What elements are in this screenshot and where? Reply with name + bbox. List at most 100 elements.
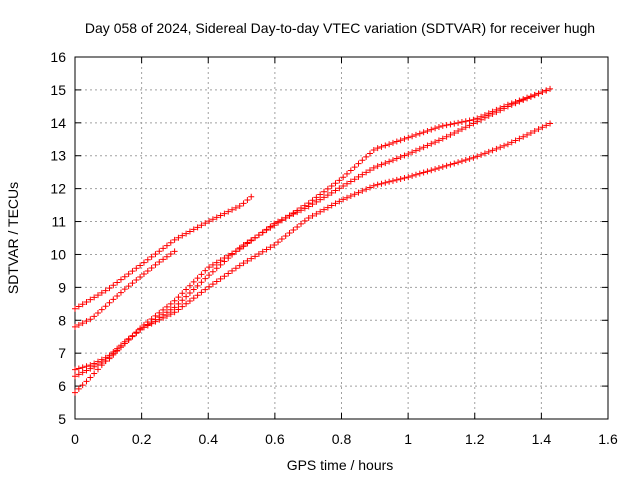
y-tick-label: 12 [50,181,66,197]
data-point [405,174,412,181]
data-point [129,280,136,287]
series-4 [72,85,554,380]
data-point [121,286,128,293]
data-point [343,194,350,201]
data-point [183,286,190,293]
data-point [114,279,121,286]
data-point [137,274,144,281]
data-point [252,253,259,260]
data-point [225,208,232,215]
data-point [455,128,462,135]
data-point [267,223,274,230]
data-point [324,204,331,211]
y-tick-label: 10 [50,246,66,262]
data-point [374,145,381,152]
data-point [359,157,366,164]
data-point [117,343,124,350]
data-point [363,153,370,160]
data-point [98,289,105,296]
data-point [225,252,232,259]
data-point [317,191,324,198]
data-point [194,224,201,231]
data-point [474,153,481,160]
data-point [163,312,170,319]
data-point [102,358,109,365]
data-point [347,167,354,174]
data-point [328,202,335,209]
data-point [102,287,109,294]
data-point [321,194,328,201]
data-point [435,137,442,144]
data-point [520,133,527,140]
data-point [397,154,404,161]
data-point [424,142,431,149]
data-point [527,129,534,136]
y-tick-label: 9 [58,279,66,295]
data-point [144,256,151,263]
data-point [389,139,396,146]
data-point [343,180,350,187]
data-point [378,180,385,187]
data-point [152,251,159,258]
data-point [79,364,86,371]
data-point [401,152,408,159]
data-point [504,103,511,110]
data-point [439,135,446,142]
data-point [409,172,416,179]
data-point [72,389,78,396]
data-point [133,330,140,337]
data-point [110,282,117,289]
data-point [83,378,90,385]
data-point [179,290,186,297]
data-point [110,296,117,303]
x-tick-label: 0.8 [332,431,352,447]
x-tick-label: 0.6 [265,431,285,447]
data-point [190,295,197,302]
data-point [114,347,121,354]
data-point [114,292,121,299]
data-point [263,246,270,253]
data-point [125,283,132,290]
data-point [298,220,305,227]
data-point [458,126,465,133]
data-point [160,314,167,321]
data-point [447,161,454,168]
data-point [217,212,224,219]
data-point [217,275,224,282]
data-point [389,157,396,164]
data-point [428,167,435,174]
data-point [366,184,373,191]
x-axis-label: GPS time / hours [287,457,394,473]
data-point [301,217,308,224]
data-point [133,265,140,272]
data-point [213,214,220,221]
y-axis-label: SDTVAR / TECUs [5,182,21,294]
data-point [83,298,90,305]
data-point [106,299,113,306]
data-point [485,148,492,155]
data-point [340,174,347,181]
data-point [359,187,366,194]
data-point [198,271,205,278]
data-point [382,142,389,149]
data-point [206,218,213,225]
data-point [512,100,519,107]
data-point [255,232,262,239]
data-point [435,123,442,130]
data-point [393,155,400,162]
data-point [221,273,228,280]
data-point [194,282,201,289]
data-point [179,303,186,310]
data-point [539,124,546,131]
data-point [144,267,151,274]
data-point [401,135,408,142]
data-point [206,272,213,279]
data-point [133,277,140,284]
data-point [171,309,178,316]
data-point [121,340,128,347]
data-point [378,143,385,150]
data-point [443,133,450,140]
data-point [72,373,78,380]
data-point [275,218,282,225]
